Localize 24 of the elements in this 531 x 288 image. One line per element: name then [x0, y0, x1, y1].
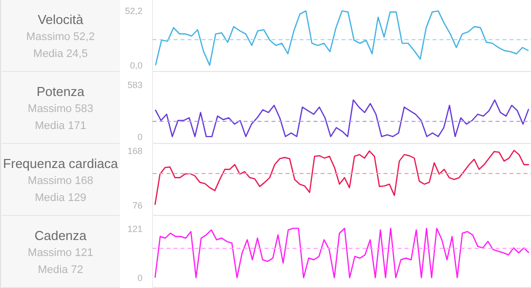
line-series — [154, 228, 530, 278]
text: Massimo 168 — [26, 174, 94, 189]
text: Media 171 — [34, 119, 88, 134]
text: Frequenza cardiaca — [2, 155, 119, 173]
y-tick-label: 0 — [137, 273, 143, 284]
y-tick-label: 76 — [132, 200, 143, 210]
y-tick-label: 52,2 — [124, 6, 143, 16]
y-tick-label: 121 — [127, 224, 143, 234]
line-series — [154, 10, 530, 66]
line-series — [154, 99, 530, 138]
text: Potenza — [36, 83, 86, 101]
text: Media 72 — [36, 263, 84, 278]
line-series — [154, 150, 530, 206]
y-tick-label: 583 — [127, 80, 143, 90]
text: Cadenza — [33, 227, 88, 245]
text: Massimo 121 — [26, 246, 94, 261]
text: Media 129 — [34, 191, 88, 206]
y-tick-label: 168 — [127, 146, 143, 156]
text: Massimo 52,2 — [25, 30, 96, 45]
y-tick-label: 0 — [137, 132, 143, 142]
text: Media 24,5 — [32, 47, 89, 62]
y-tick-label: 0,0 — [130, 60, 143, 71]
text: Massimo 583 — [26, 102, 94, 117]
text: Velocità — [36, 11, 84, 29]
